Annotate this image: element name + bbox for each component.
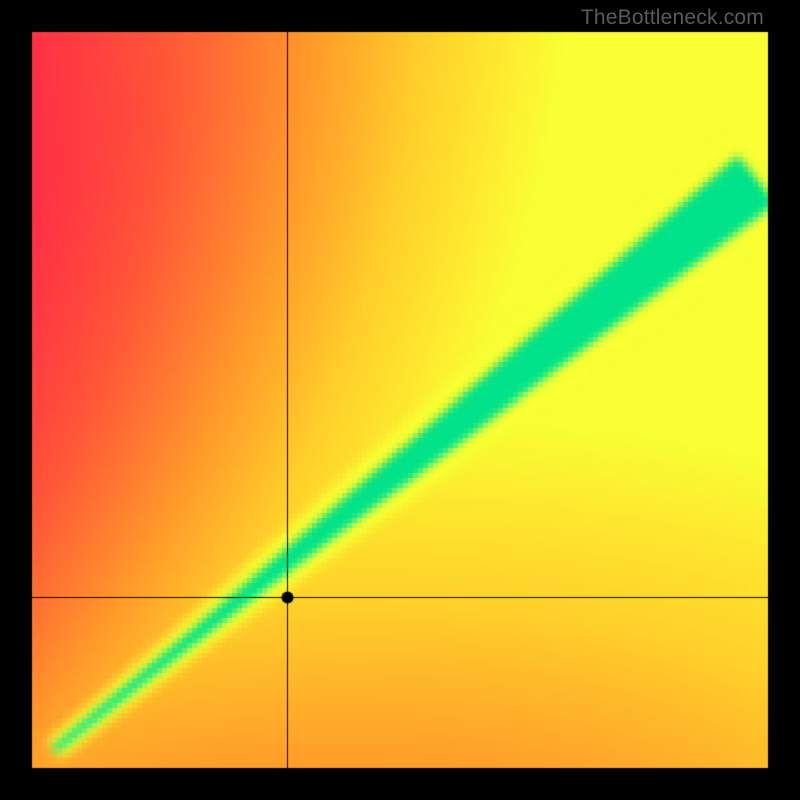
chart-container: TheBottleneck.com bbox=[0, 0, 800, 800]
heatmap-canvas bbox=[0, 0, 800, 800]
watermark-text: TheBottleneck.com bbox=[581, 6, 764, 30]
